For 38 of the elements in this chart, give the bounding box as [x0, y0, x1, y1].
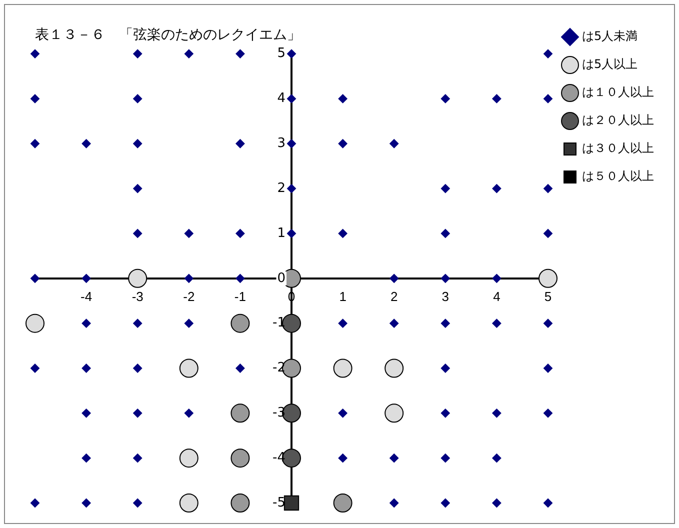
legend-label: は２０人以上: [582, 113, 654, 128]
point: [538, 268, 558, 288]
y-tick-label: 4: [277, 91, 286, 106]
x-tick-label: -2: [183, 288, 195, 304]
point: [384, 358, 404, 378]
point: [179, 448, 198, 468]
point: [230, 404, 250, 423]
legend-label: は１０人以上: [582, 85, 654, 100]
x-tick-label: 5: [544, 288, 552, 304]
legend-label: は５０人以上: [582, 169, 654, 184]
chart-title: 表１３－６ 「弦楽のためのレクイエム」: [35, 27, 301, 44]
point: [333, 494, 352, 512]
x-tick-label: 1: [339, 288, 346, 304]
point: [26, 314, 44, 333]
point: [230, 494, 250, 512]
y-tick-label: 5: [277, 46, 286, 62]
legend-label: は5人以上: [582, 57, 638, 72]
y-tick-label: 3: [277, 136, 286, 152]
y-tick-label: 1: [277, 226, 286, 241]
x-tick-label: -3: [132, 288, 144, 304]
point: [179, 494, 198, 512]
x-tick-label: 2: [390, 288, 398, 304]
point: [128, 268, 148, 288]
y-tick-label: 2: [277, 180, 286, 196]
point: [179, 358, 198, 378]
legend-label: は３０人以上: [582, 141, 654, 156]
x-tick-label: -1: [234, 288, 246, 304]
point: [284, 495, 300, 511]
point: [384, 404, 404, 423]
x-tick-label: 4: [493, 288, 500, 304]
y-tick-label: 0: [277, 270, 286, 286]
legend-label: は5人未満: [582, 29, 638, 44]
y-tick-label: -5: [272, 495, 286, 510]
x-tick-label: -4: [80, 288, 92, 304]
point: [230, 314, 250, 333]
x-tick-label: 3: [442, 288, 450, 304]
point: [333, 358, 352, 378]
point: [230, 448, 250, 468]
